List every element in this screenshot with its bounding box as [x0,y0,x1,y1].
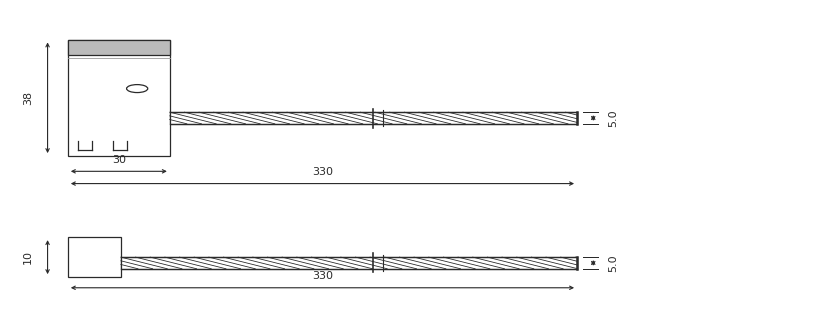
Text: 5.0: 5.0 [607,109,618,127]
Bar [68,237,120,277]
Bar [68,40,170,55]
Text: 30: 30 [111,154,125,165]
Text: 330: 330 [311,167,333,177]
Text: 5.0: 5.0 [607,254,618,272]
Text: 10: 10 [23,250,33,264]
Text: 38: 38 [23,91,33,105]
Text: 330: 330 [311,271,333,281]
Bar [120,257,577,269]
Bar [68,40,170,156]
Bar [170,112,577,124]
